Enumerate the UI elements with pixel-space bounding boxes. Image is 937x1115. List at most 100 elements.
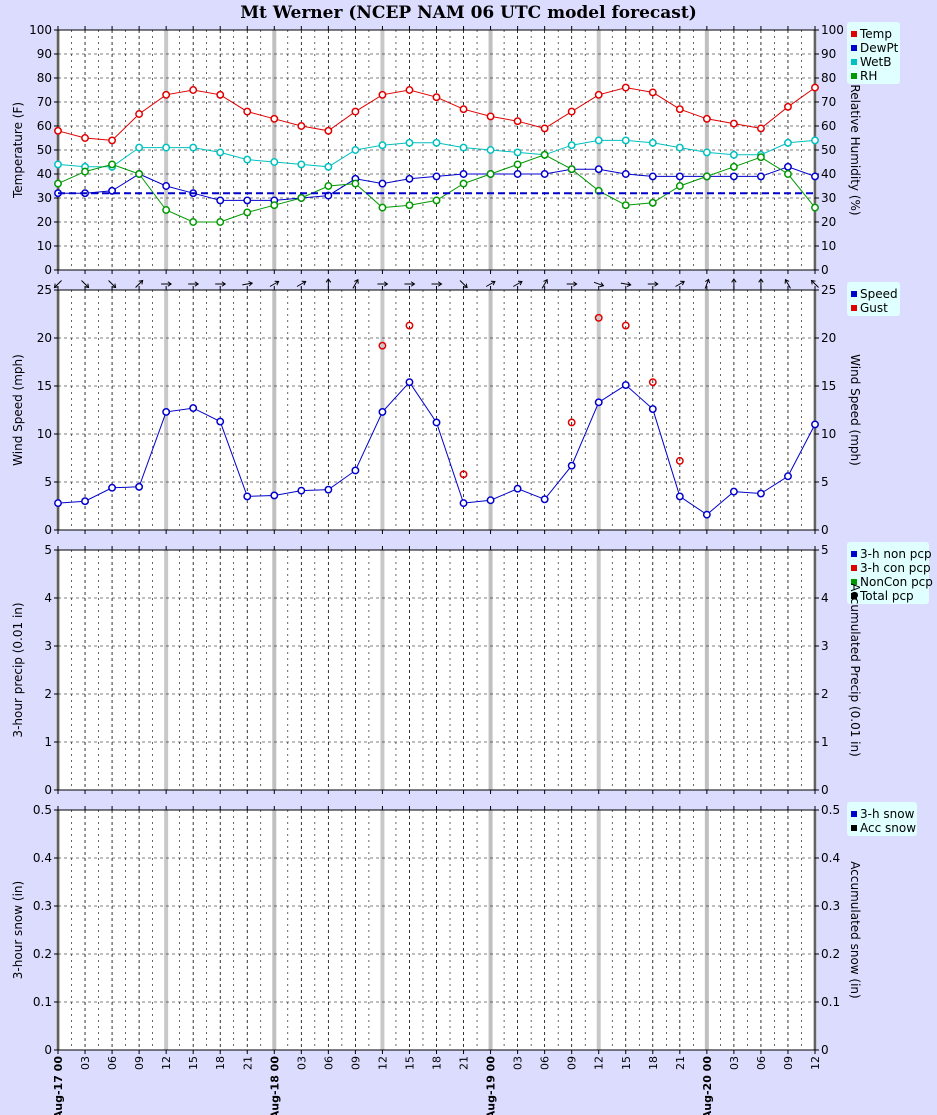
y-tick-label-right: 0 <box>821 263 829 277</box>
wind-arrow-shaft <box>242 282 253 286</box>
legend-label: DewPt <box>860 41 899 55</box>
data-point-dewpt <box>811 172 819 181</box>
y-axis-label-left: 3-hour snow (in) <box>11 881 25 979</box>
legend-swatch <box>851 551 857 557</box>
y-tick-label-right: 0 <box>821 523 829 537</box>
data-point-wetb <box>216 148 225 157</box>
data-point-rh <box>486 170 495 178</box>
y-tick-label-left: 5 <box>44 543 52 557</box>
y-axis-label-right: Wind Speed (mph) <box>848 354 862 466</box>
wind-arrow-head <box>138 279 144 285</box>
data-point-dewpt <box>675 172 684 181</box>
data-point-wetb <box>162 143 171 152</box>
wind-arrow-shaft <box>296 281 306 287</box>
data-point-rh <box>243 208 252 217</box>
y-tick-label-right: 90 <box>821 47 836 61</box>
data-point-wetb <box>432 138 441 147</box>
data-point-temp <box>486 112 495 121</box>
y-tick-label-right: 10 <box>821 427 836 441</box>
wind-direction-arrow <box>810 279 819 288</box>
x-tick-label: 21 <box>674 1056 687 1070</box>
y-tick-label-left: 25 <box>37 283 52 297</box>
legend-label: Speed <box>860 287 898 301</box>
y-tick-label-left: 80 <box>37 71 52 85</box>
data-point-temp <box>297 122 306 130</box>
data-point-dewpt <box>513 170 522 178</box>
data-point-gust <box>378 341 387 350</box>
data-point-gust <box>648 378 657 387</box>
data-point-temp <box>675 105 684 114</box>
y-tick-label-left: 10 <box>37 427 52 441</box>
legend-label: 3-h snow <box>860 807 915 821</box>
data-point-temp <box>162 90 171 99</box>
data-point-rh <box>675 182 684 190</box>
data-point-speed <box>621 381 630 389</box>
wind-arrow-head <box>490 280 496 286</box>
data-point-gust <box>675 456 684 465</box>
legend-label: 3-h con pcp <box>860 561 931 575</box>
wind-arrow-head <box>680 280 685 286</box>
data-point-rh <box>540 150 549 159</box>
data-point-dewpt <box>243 196 252 205</box>
legend-swatch <box>851 811 857 817</box>
wind-direction-arrow <box>188 281 200 287</box>
y-tick-label-left: 60 <box>37 119 52 133</box>
data-point-gust <box>594 313 603 322</box>
legend-swatch <box>851 305 857 311</box>
data-point-speed <box>189 404 198 413</box>
data-point-rh <box>702 172 711 181</box>
data-point-speed <box>486 496 495 505</box>
data-point-rh <box>621 201 630 210</box>
data-point-speed <box>648 405 657 413</box>
y-tick-label-left: 4 <box>44 591 52 605</box>
data-point-rh <box>513 160 522 169</box>
y-tick-label-right: 60 <box>821 119 836 133</box>
legend-label: Temp <box>859 27 892 41</box>
legend-swatch <box>851 73 857 79</box>
legend-swatch <box>851 593 857 599</box>
wind-arrow-head <box>383 281 389 287</box>
data-point-rh <box>54 179 62 188</box>
wind-arrow-head <box>437 281 443 287</box>
data-point-dewpt <box>594 165 603 174</box>
data-point-wetb <box>405 138 414 147</box>
data-point-temp <box>54 126 62 135</box>
data-point-wetb <box>135 143 144 152</box>
data-point-rh <box>405 201 414 210</box>
y-tick-label-right: 0 <box>821 783 829 797</box>
data-point-wetb <box>378 141 387 150</box>
legend-label: 3-h non pcp <box>860 547 932 561</box>
y-tick-label-left: 0 <box>44 523 52 537</box>
x-tick-label: 12 <box>160 1056 173 1070</box>
y-tick-label-left: 70 <box>37 95 52 109</box>
data-point-temp <box>513 117 522 126</box>
y-tick-label-right: 5 <box>821 475 829 489</box>
y-tick-label-left: 40 <box>37 167 52 181</box>
wind-direction-arrow <box>704 278 711 289</box>
wind-arrow-head <box>84 283 90 289</box>
wind-arrow-shaft <box>704 279 710 289</box>
wind-arrow-head <box>654 281 659 287</box>
wind-arrow-shaft <box>108 280 116 288</box>
legend-swatch <box>851 31 857 37</box>
data-point-temp <box>594 90 603 99</box>
y-tick-label-left: 0 <box>44 1043 52 1057</box>
legend-box <box>847 282 900 316</box>
data-point-rh <box>135 170 144 178</box>
x-tick-label: 12 <box>809 1056 822 1070</box>
wind-direction-arrow <box>404 281 416 287</box>
data-point-gust <box>405 321 414 330</box>
wind-direction-arrow <box>566 281 578 287</box>
data-point-temp <box>729 119 738 128</box>
data-point-speed <box>675 492 684 501</box>
y-tick-label-left: 0.4 <box>33 851 52 865</box>
data-point-speed <box>297 486 306 495</box>
data-point-wetb <box>784 138 792 147</box>
x-tick-label: 21 <box>458 1056 471 1070</box>
wind-arrow-head <box>354 278 359 284</box>
panel-wind <box>53 278 900 534</box>
data-point-temp <box>324 126 333 135</box>
data-point-speed <box>378 407 387 416</box>
data-point-speed <box>270 491 279 500</box>
wind-arrow-shaft <box>81 280 89 288</box>
